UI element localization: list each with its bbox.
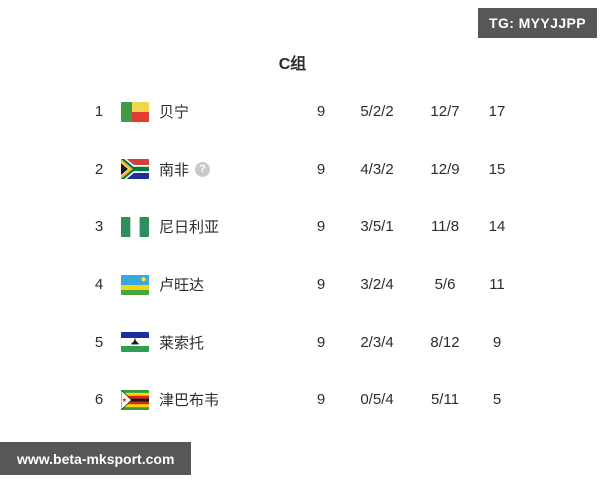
lesotho-flag-icon [121,332,149,353]
goals-for-against: 12/9 [430,160,460,178]
table-row: 6 津巴布韦 ? 9 0/5/4 5/11 5 [85,371,517,429]
played-count: 9 [316,103,326,121]
played-count: 9 [316,276,326,294]
points: 9 [492,333,502,351]
points: 5 [492,391,502,409]
win-draw-loss: 3/5/1 [360,218,394,236]
lesotho-flag [121,332,149,353]
points: 14 [488,218,506,236]
south-africa-flag [121,159,149,180]
team-name: 莱索托 [159,334,205,352]
nigeria-flag [121,216,149,237]
south-africa-flag-icon [121,159,149,180]
question-icon[interactable]: ? [195,161,211,177]
goals-for-against: 5/6 [434,276,456,294]
win-draw-loss: 4/3/2 [360,160,394,178]
table-row: 3 尼日利亚 ? 9 3/5/1 11/8 14 [85,198,517,256]
zimbabwe-flag-icon [121,389,149,410]
table-row: 5 莱索托 ? 9 2/3/4 8/12 9 [85,313,517,371]
goals-for-against: 5/11 [430,391,460,409]
telegram-watermark-badge: TG: MYYJJPP [478,8,597,38]
rank-number: 5 [94,333,104,351]
site-watermark-badge: www.beta-mksport.com [0,442,192,475]
rwanda-flag-icon [121,274,149,295]
rwanda-flag [121,274,149,295]
points: 15 [488,160,506,178]
team-name: 贝宁 [159,104,190,122]
win-draw-loss: 2/3/4 [360,333,394,351]
team-name: 尼日利亚 [159,219,220,237]
team-name: 津巴布韦 [159,392,220,410]
nigeria-flag-icon [121,216,149,237]
benin-flag [121,101,149,122]
team-cell: 莱索托 ? [159,332,301,353]
rank-number: 1 [94,103,104,121]
team-name: 南非 [159,161,190,179]
zimbabwe-flag [121,389,149,410]
team-cell: 尼日利亚 ? [159,216,301,237]
table-row: 2 南非 ? 9 4/3/2 12/9 15 [85,141,517,199]
played-count: 9 [316,160,326,178]
win-draw-loss: 0/5/4 [360,391,394,409]
rank-number: 2 [94,160,104,178]
benin-flag-icon [121,101,149,122]
team-cell: 贝宁 ? [159,101,301,122]
goals-for-against: 12/7 [430,103,460,121]
played-count: 9 [316,391,326,409]
group-title: C组 [278,56,307,73]
played-count: 9 [316,218,326,236]
played-count: 9 [316,333,326,351]
table-row: 4 卢旺达 ? 9 3/2/4 5/6 11 [85,256,517,314]
team-cell: 津巴布韦 ? [159,389,301,410]
win-draw-loss: 5/2/2 [360,103,394,121]
points: 17 [488,103,506,121]
rank-number: 4 [94,276,104,294]
win-draw-loss: 3/2/4 [360,276,394,294]
standings-rows: 1 贝宁 ? 9 5/2/2 12/7 17 2 南非 ? 9 4/3/2 12… [85,83,517,429]
goals-for-against: 8/12 [430,333,460,351]
goals-for-against: 11/8 [430,218,460,236]
rank-number: 6 [94,391,104,409]
team-cell: 卢旺达 ? [159,274,301,295]
team-name: 卢旺达 [159,277,205,295]
points: 11 [489,276,505,294]
team-cell: 南非 ? [159,159,301,180]
table-row: 1 贝宁 ? 9 5/2/2 12/7 17 [85,83,517,141]
rank-number: 3 [94,218,104,236]
